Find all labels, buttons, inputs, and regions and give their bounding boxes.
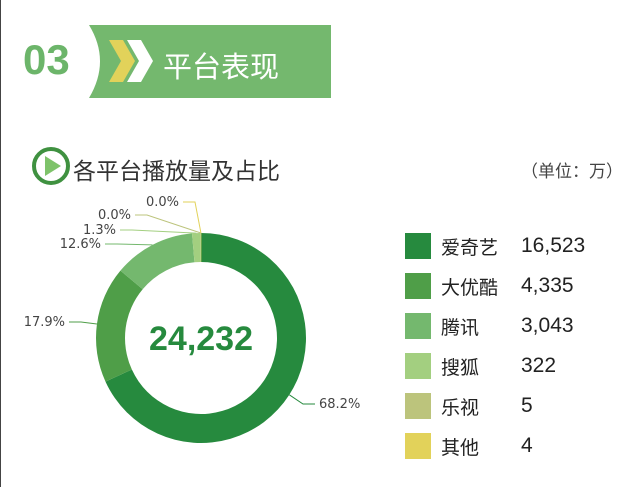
- section-title: 平台表现: [163, 50, 280, 84]
- legend-item: 搜狐 322: [405, 346, 585, 386]
- donut-slice-2: [120, 233, 195, 290]
- legend-swatch: [405, 353, 431, 379]
- leader-line: [105, 243, 153, 246]
- unit-label: （单位：万）: [521, 162, 623, 182]
- percent-label: 12.6%: [60, 237, 101, 252]
- legend-swatch: [405, 433, 431, 459]
- section-banner: [89, 25, 331, 98]
- leader-line: [69, 321, 98, 325]
- legend-swatch: [405, 273, 431, 299]
- percent-label: 17.9%: [24, 315, 65, 330]
- legend-swatch: [405, 393, 431, 419]
- legend-value: 322: [521, 354, 557, 377]
- legend-name: 爱奇艺: [441, 236, 499, 259]
- legend-item: 爱奇艺 16,523: [405, 226, 585, 266]
- legend-value: 4,335: [521, 274, 574, 297]
- legend-value: 4: [521, 434, 533, 457]
- legend-item: 大优酷 4,335: [405, 266, 585, 306]
- leader-line: [135, 214, 201, 234]
- donut-slice-1: [96, 270, 143, 382]
- legend-swatch: [405, 313, 431, 339]
- play-icon: [32, 147, 70, 185]
- legend-swatch: [405, 233, 431, 259]
- legend-name: 搜狐: [441, 356, 480, 379]
- chevron-white-icon: [127, 40, 153, 82]
- chart-title: 各平台播放量及占比: [73, 159, 280, 185]
- legend-value: 5: [521, 394, 533, 417]
- legend-item: 乐视 5: [405, 386, 585, 426]
- legend-name: 腾讯: [441, 316, 480, 339]
- legend-value: 3,043: [521, 314, 574, 337]
- percent-label: 1.3%: [83, 223, 116, 238]
- donut-slice-3: [191, 233, 201, 263]
- percent-label: 0.0%: [98, 208, 131, 223]
- donut-chart: 68.2%17.9%12.6%1.3%0.0%0.0% 24,232: [24, 195, 360, 443]
- leader-line: [289, 394, 315, 405]
- legend-name: 其他: [441, 436, 480, 459]
- section-number: 03: [23, 36, 70, 83]
- legend: 爱奇艺 16,523 大优酷 4,335 腾讯 3,043 搜狐 322 乐视 5 其他 4: [405, 226, 585, 466]
- percent-label: 68.2%: [319, 397, 360, 412]
- percent-label: 0.0%: [146, 195, 179, 210]
- legend-name: 乐视: [441, 396, 480, 419]
- leader-line: [120, 229, 197, 234]
- total-label: 24,232: [149, 320, 253, 358]
- leader-line: [183, 201, 202, 234]
- legend-item: 其他 4: [405, 426, 585, 466]
- legend-value: 16,523: [521, 234, 586, 257]
- legend-name: 大优酷: [441, 276, 499, 299]
- legend-item: 腾讯 3,043: [405, 306, 585, 346]
- chevron-yellow-icon: [109, 40, 135, 82]
